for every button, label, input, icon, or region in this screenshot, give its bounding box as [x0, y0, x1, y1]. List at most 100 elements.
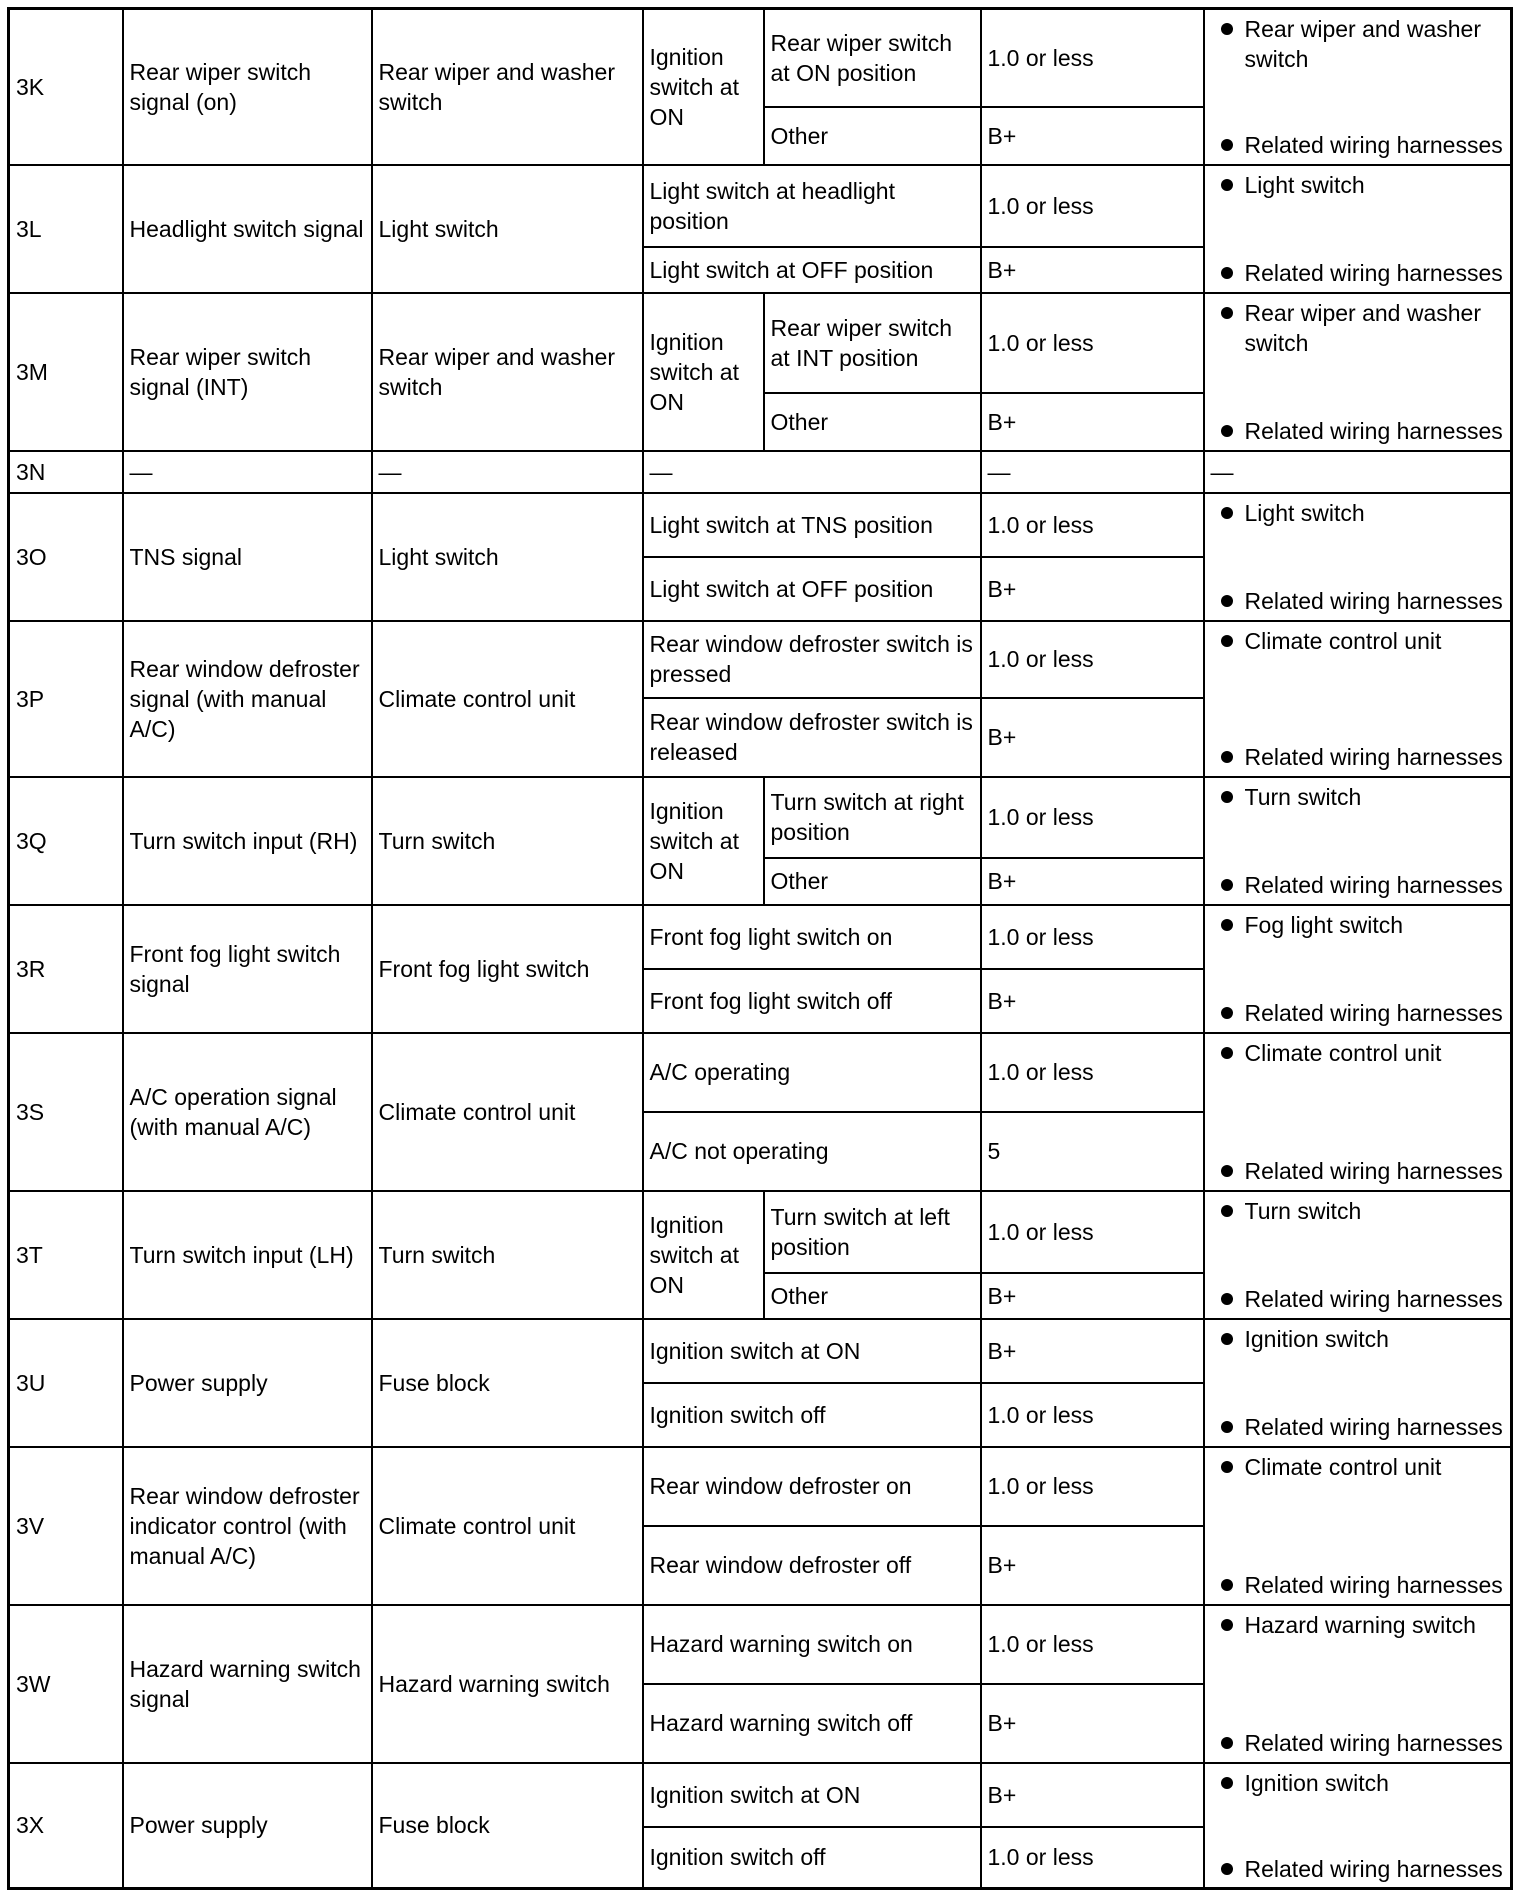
- voltage-value: —: [979, 449, 1205, 494]
- voltage-value: 1.0 or less: [979, 491, 1205, 558]
- cause-list-item: Light switch: [1220, 498, 1505, 528]
- signal-description: Power supply: [121, 1317, 373, 1448]
- signal-description: Front fog light switch signal: [121, 903, 373, 1034]
- possible-cause: Ignition switch Related wiring harnesses: [1202, 1761, 1513, 1890]
- condition: A/C not operating: [641, 1110, 982, 1192]
- condition: Front fog light switch on: [641, 903, 982, 970]
- possible-cause: Rear wiper and washer switch Related wiri…: [1202, 291, 1513, 452]
- signal-source: —: [370, 449, 644, 494]
- condition: Other: [762, 856, 982, 906]
- signal-description: Turn switch input (RH): [121, 775, 373, 906]
- condition: A/C operating: [641, 1031, 982, 1113]
- cause-list-item: Light switch: [1220, 170, 1505, 200]
- terminal-id: 3S: [7, 1031, 124, 1192]
- table-row: Hazard warning switch off B+: [9, 1682, 1512, 1764]
- cause-list-item: Hazard warning switch: [1220, 1610, 1505, 1640]
- voltage-value: 5: [979, 1110, 1205, 1192]
- possible-cause: —: [1202, 449, 1513, 494]
- signal-source: Rear wiper and washer switch: [370, 7, 644, 166]
- voltage-value: 1.0 or less: [979, 1031, 1205, 1113]
- terminal-id: 3R: [7, 903, 124, 1034]
- terminal-id: 3M: [7, 291, 124, 452]
- cause-list-item: Turn switch: [1220, 782, 1505, 812]
- voltage-value: B+: [979, 856, 1205, 906]
- signal-source: Climate control unit: [370, 619, 644, 778]
- possible-cause: Climate control unit Related wiring harne…: [1202, 1031, 1513, 1192]
- table-row: 3V Rear window defroster indicator contro…: [7, 1445, 1513, 1606]
- table-row: 3X Power supply Fuse block Ignition switch …: [7, 1761, 1513, 1890]
- cause-list: Climate control unit Related wiring harne…: [1220, 626, 1505, 772]
- cause-list-item: Related wiring harnesses: [1220, 417, 1503, 444]
- table-row: Ignition switch off 1.0 or less: [9, 1825, 1512, 1890]
- table-row: Light switch at OFF position B+: [9, 555, 1512, 622]
- terminal-id: 3Q: [7, 775, 124, 906]
- terminal-id: 3T: [7, 1189, 124, 1320]
- table-row: 3R Front fog light switch signal Front fog…: [7, 903, 1513, 1034]
- table-row: Other B+: [9, 856, 1512, 906]
- ignition-condition: Ignition switch at ON: [641, 775, 765, 906]
- voltage-value: B+: [979, 391, 1205, 452]
- signal-description: Rear wiper switch signal (INT): [121, 291, 373, 452]
- signal-description: Turn switch input (LH): [121, 1189, 373, 1320]
- table-row: Rear window defroster off B+: [9, 1524, 1512, 1606]
- signal-source: Fuse block: [370, 1317, 644, 1448]
- cause-list: Light switch Related wiring harnesses: [1220, 170, 1505, 288]
- condition: Light switch at TNS position: [641, 491, 982, 558]
- signal-source: Turn switch: [370, 775, 644, 906]
- condition: Ignition switch at ON: [641, 1761, 982, 1828]
- condition: Turn switch at right position: [762, 775, 982, 859]
- table-row: Ignition switch off 1.0 or less: [9, 1381, 1512, 1448]
- terminal-id: 3O: [7, 491, 124, 622]
- table-row: Rear window defroster switch is released…: [9, 696, 1512, 778]
- table-row: 3W Hazard warning switch signal Hazard war…: [7, 1603, 1513, 1764]
- ignition-condition: Ignition switch at ON: [641, 7, 765, 166]
- terminal-id: 3K: [7, 7, 124, 166]
- voltage-value: B+: [979, 105, 1205, 166]
- condition: Turn switch at left position: [762, 1189, 982, 1274]
- voltage-value: 1.0 or less: [979, 1603, 1205, 1685]
- possible-cause: Light switch Related wiring harnesses: [1202, 163, 1513, 294]
- table-row: Other B+: [9, 391, 1512, 452]
- cause-list: Turn switch Related wiring harnesses: [1220, 1196, 1505, 1314]
- possible-cause: Hazard warning switch Related wiring harn…: [1202, 1603, 1513, 1764]
- possible-cause: Climate control unit Related wiring harne…: [1202, 1445, 1513, 1606]
- condition: Light switch at OFF position: [641, 245, 982, 294]
- voltage-value: B+: [979, 696, 1205, 778]
- condition: Rear window defroster switch is released: [641, 696, 982, 778]
- table-row: A/C not operating 5: [9, 1110, 1512, 1192]
- cause-list-item: Fog light switch: [1220, 910, 1505, 940]
- cause-list: Light switch Related wiring harnesses: [1220, 498, 1505, 616]
- cause-list-item: Related wiring harnesses: [1220, 132, 1503, 158]
- condition: Ignition switch off: [641, 1825, 982, 1890]
- cause-list-item: Ignition switch: [1220, 1324, 1505, 1354]
- cause-list: Turn switch Related wiring harnesses: [1220, 782, 1505, 900]
- signal-source: Front fog light switch: [370, 903, 644, 1034]
- cause-list-item: Related wiring harnesses: [1220, 1413, 1503, 1440]
- voltage-value: 1.0 or less: [979, 1381, 1205, 1448]
- terminal-id: 3P: [7, 619, 124, 778]
- voltage-value: 1.0 or less: [979, 903, 1205, 970]
- cause-list: Rear wiper and washer switch Related wiri…: [1220, 298, 1505, 446]
- signal-source: Climate control unit: [370, 1445, 644, 1606]
- cause-list: Rear wiper and washer switch Related wiri…: [1220, 14, 1505, 160]
- possible-cause: Fog light switch Related wiring harnesses: [1202, 903, 1513, 1034]
- voltage-value: 1.0 or less: [979, 1825, 1205, 1890]
- cause-list-item: Climate control unit: [1220, 1452, 1505, 1482]
- condition: Light switch at OFF position: [641, 555, 982, 622]
- voltage-value: B+: [979, 555, 1205, 622]
- cause-list-item: Related wiring harnesses: [1220, 1729, 1503, 1756]
- table-row: Light switch at OFF position B+: [9, 245, 1512, 294]
- voltage-value: 1.0 or less: [979, 291, 1205, 394]
- voltage-value: 1.0 or less: [979, 775, 1205, 859]
- condition: Ignition switch off: [641, 1381, 982, 1448]
- condition: Rear window defroster off: [641, 1524, 982, 1606]
- voltage-value: B+: [979, 1524, 1205, 1606]
- cause-list-item: Climate control unit: [1220, 626, 1505, 656]
- condition: Ignition switch at ON: [641, 1317, 982, 1384]
- voltage-value: B+: [979, 1761, 1205, 1828]
- signal-description: TNS signal: [121, 491, 373, 622]
- cause-list-item: Related wiring harnesses: [1220, 999, 1503, 1026]
- cause-list-item: Related wiring harnesses: [1220, 871, 1503, 898]
- voltage-value: 1.0 or less: [979, 1445, 1205, 1527]
- signal-description: A/C operation signal (with manual A/C): [121, 1031, 373, 1192]
